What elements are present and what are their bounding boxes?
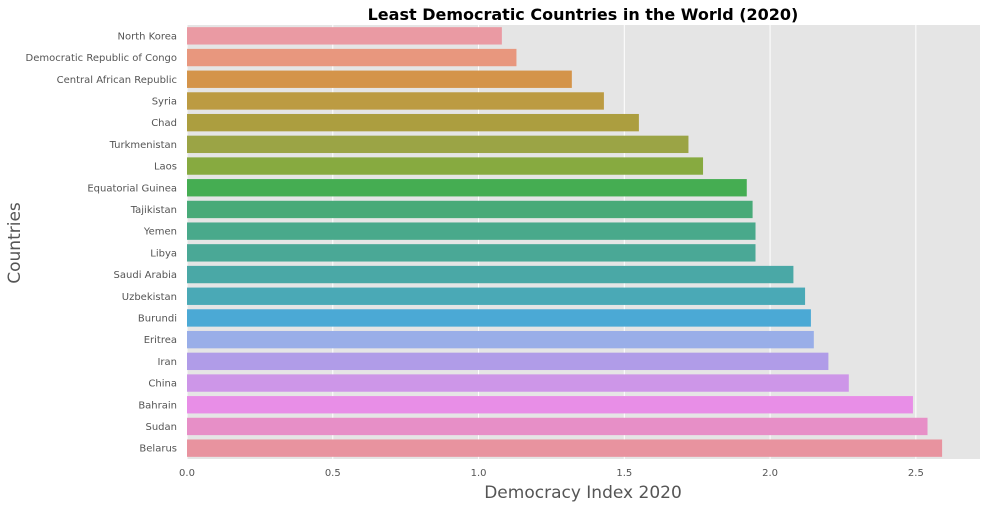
plot-background: [187, 25, 980, 459]
y-tick-label: Democratic Republic of Congo: [26, 53, 177, 64]
x-tick-label: 2.5: [908, 468, 924, 479]
bar: [187, 309, 811, 327]
bar: [187, 374, 849, 392]
bar: [187, 70, 572, 88]
bar: [187, 27, 502, 45]
y-tick-label: Libya: [150, 248, 177, 259]
bars: [187, 27, 943, 457]
y-tick-label: Belarus: [139, 444, 177, 455]
bar: [187, 92, 604, 110]
x-tick-label: 0.5: [325, 468, 341, 479]
y-tick-label: Uzbekistan: [122, 292, 177, 303]
y-tick-label: Saudi Arabia: [114, 270, 177, 281]
y-tick-label: Iran: [157, 357, 177, 368]
y-tick-labels: North Korea Democratic Republic of Congo C…: [26, 31, 177, 454]
chart-title: Least Democratic Countries in the World …: [368, 5, 799, 24]
y-axis-title: Countries: [5, 202, 25, 284]
bar: [187, 222, 756, 240]
y-tick-label: Bahrain: [138, 400, 177, 411]
bar: [187, 417, 928, 436]
bar: [187, 200, 753, 219]
x-tick-labels: 0.0 0.5 1.0 1.5 2.0 2.5: [179, 468, 924, 479]
y-tick-label: Tajikistan: [130, 205, 177, 216]
y-tick-label: Sudan: [146, 422, 178, 433]
y-tick-label: Chad: [151, 118, 177, 129]
bar: [187, 179, 747, 197]
x-tick-label: 0.0: [179, 468, 195, 479]
y-tick-label: Central African Republic: [57, 75, 177, 86]
bar: [187, 135, 689, 154]
bar: [187, 244, 756, 262]
bar: [187, 157, 704, 175]
x-tick-label: 1.0: [471, 468, 487, 479]
x-tick-label: 2.0: [762, 468, 778, 479]
x-tick-label: 1.5: [616, 468, 632, 479]
bar: [187, 396, 913, 414]
bar: [187, 113, 639, 132]
bar: [187, 330, 814, 349]
y-tick-label: North Korea: [118, 31, 178, 42]
y-tick-label: China: [148, 379, 177, 390]
bar: [187, 439, 943, 457]
y-tick-label: Laos: [154, 162, 177, 173]
y-tick-label: Syria: [152, 96, 177, 107]
y-tick-label: Yemen: [143, 227, 177, 238]
y-tick-label: Burundi: [138, 313, 177, 324]
y-tick-label: Eritrea: [144, 335, 177, 346]
bar: [187, 287, 806, 305]
bar: [187, 352, 829, 371]
y-tick-label: Equatorial Guinea: [87, 183, 177, 194]
bar: [187, 265, 794, 284]
bar: [187, 48, 517, 67]
y-tick-label: Turkmenistan: [109, 140, 177, 151]
x-axis-title: Democracy Index 2020: [484, 483, 682, 503]
